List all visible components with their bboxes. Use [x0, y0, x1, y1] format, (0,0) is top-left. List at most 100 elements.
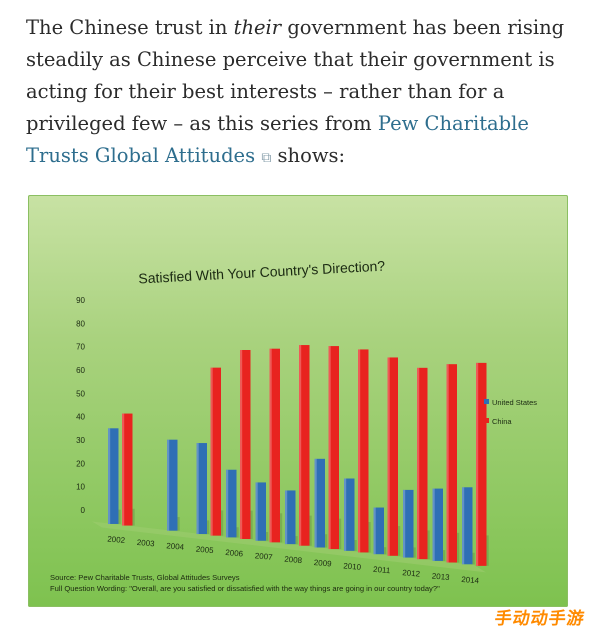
external-link-icon[interactable]: ⧉ — [261, 150, 272, 166]
bar-highlight — [285, 490, 288, 545]
y-tick-label: 50 — [76, 389, 85, 398]
bar-highlight — [226, 469, 229, 538]
x-tick-label: 2005 — [195, 545, 214, 556]
bar-china — [240, 349, 251, 539]
bar-chart: Satisfied With Your Country's Direction?… — [76, 258, 537, 586]
question-wording-line: Full Question Wording: "Overall, are you… — [50, 584, 440, 593]
y-tick-label: 0 — [81, 506, 86, 515]
bar-highlight — [314, 458, 317, 548]
bar-shadow — [207, 520, 210, 535]
bar-shadow — [295, 536, 298, 545]
bar-china — [417, 367, 428, 560]
bar-china — [328, 346, 339, 550]
bar-united-states — [344, 478, 355, 551]
y-tick-label: 40 — [76, 413, 85, 422]
x-tick-label: 2012 — [402, 568, 421, 579]
bar-shadow — [368, 521, 371, 553]
legend-label: China — [492, 417, 512, 426]
bar-shadow — [354, 539, 357, 551]
x-tick-label: 2003 — [136, 538, 155, 549]
bar-china — [446, 364, 457, 563]
watermark-logo: 手动动手游 — [493, 609, 587, 629]
bar-shadow — [221, 510, 224, 536]
bar-highlight — [432, 488, 435, 561]
x-tick-label: 2006 — [225, 548, 244, 559]
bar-shadow — [280, 513, 283, 543]
bar-shadow — [486, 535, 489, 566]
bar-shadow — [427, 530, 430, 560]
y-tick-label: 80 — [76, 319, 85, 328]
bar-china — [122, 413, 133, 526]
bar-shadow — [266, 532, 269, 541]
y-tick-label: 30 — [76, 436, 85, 445]
intro-text-2: government has been rising steadily as C… — [26, 16, 565, 135]
bar-highlight — [446, 364, 449, 563]
bar-united-states — [462, 487, 473, 565]
bar-united-states — [167, 439, 178, 531]
bar-united-states — [196, 443, 207, 535]
x-tick-label: 2008 — [284, 555, 303, 566]
legend-swatch — [484, 399, 489, 404]
bar-united-states — [226, 469, 237, 538]
bar-highlight — [403, 489, 406, 558]
legend-label: United States — [492, 398, 537, 407]
y-tick-label: 70 — [76, 343, 85, 352]
bar-china — [476, 362, 487, 566]
x-tick-label: 2013 — [431, 571, 450, 582]
bar-highlight — [299, 345, 302, 546]
bar-china — [299, 345, 310, 546]
bar-united-states — [373, 507, 384, 555]
x-tick-label: 2011 — [373, 565, 391, 576]
x-tick-label: 2007 — [254, 551, 273, 562]
bar-highlight — [328, 346, 331, 550]
bar-shadow — [443, 550, 446, 561]
bar-shadow — [472, 552, 475, 565]
bar-shadow — [457, 532, 460, 563]
bar-shadow — [398, 526, 401, 556]
x-tick-label: 2004 — [166, 541, 185, 552]
bar-united-states — [255, 482, 266, 541]
bar-china — [387, 357, 398, 556]
bar-shadow — [413, 547, 416, 558]
bar-shadow — [132, 508, 135, 526]
bar-highlight — [108, 428, 111, 524]
bar-united-states — [432, 488, 443, 561]
bar-shadow — [177, 517, 180, 531]
bar-highlight — [240, 349, 243, 539]
bar-highlight — [462, 487, 465, 565]
bar-china — [269, 348, 280, 543]
bar-highlight — [373, 507, 376, 555]
y-tick-label: 90 — [76, 296, 85, 305]
bar-highlight — [210, 367, 213, 536]
bar-highlight — [344, 478, 347, 551]
pew-link[interactable]: Pew Charitable Trusts Global Attitudes — [26, 112, 529, 167]
bar-shadow — [325, 534, 328, 548]
bar-shadow — [118, 509, 121, 524]
bar-highlight — [122, 413, 125, 526]
intro-text-1: The Chinese trust in — [26, 16, 234, 39]
bar-united-states — [314, 458, 325, 548]
bar-highlight — [269, 348, 272, 543]
bar-highlight — [358, 349, 361, 553]
bar-china — [358, 349, 369, 553]
legend-swatch — [484, 418, 489, 423]
x-tick-label: 2010 — [343, 561, 362, 572]
bar-shadow — [384, 547, 387, 555]
bar-highlight — [255, 482, 258, 541]
source-line: Source: Pew Charitable Trusts, Global At… — [50, 573, 240, 582]
x-tick-label: 2009 — [313, 558, 332, 569]
bar-united-states — [285, 490, 296, 545]
bar-shadow — [236, 527, 239, 538]
bar-china — [210, 367, 221, 536]
chart-floor — [92, 521, 486, 573]
bar-united-states — [403, 489, 414, 558]
bar-highlight — [387, 357, 390, 556]
bar-shadow — [250, 510, 253, 539]
bar-highlight — [196, 443, 199, 535]
y-tick-label: 20 — [76, 459, 85, 468]
bar-shadow — [339, 518, 342, 550]
x-tick-label: 2014 — [461, 575, 480, 586]
bar-highlight — [167, 439, 170, 531]
chart-title: Satisfied With Your Country's Direction? — [138, 258, 386, 287]
x-tick-label: 2002 — [107, 535, 126, 546]
